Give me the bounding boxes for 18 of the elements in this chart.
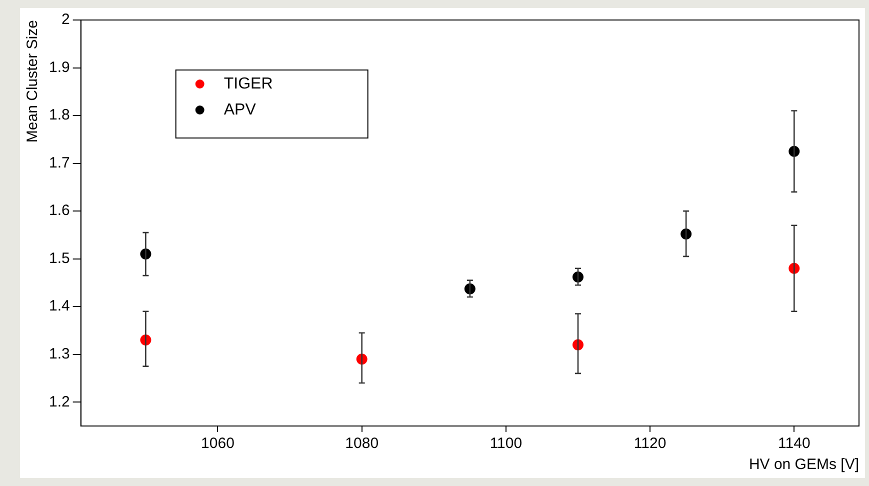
x-tick-label: 1140 bbox=[778, 435, 810, 452]
y-tick-label: 1.6 bbox=[48, 202, 70, 220]
y-axis-title: Mean Cluster Size bbox=[24, 20, 42, 143]
y-tick-label: 1.7 bbox=[48, 154, 70, 172]
y-tick-label: 2 bbox=[62, 11, 70, 28]
x-tick-label: 1060 bbox=[201, 435, 234, 452]
y-tick-label: 1.4 bbox=[48, 298, 70, 315]
y-tick-label: 1.2 bbox=[48, 393, 70, 410]
x-axis-title: HV on GEMs [V] bbox=[748, 456, 859, 474]
x-tick-label: 1100 bbox=[490, 435, 522, 452]
legend-label: APV bbox=[224, 101, 256, 118]
y-tick-label: 1.3 bbox=[48, 345, 70, 362]
y-tick-label: 1.5 bbox=[48, 250, 70, 267]
y-tick-label: 1.8 bbox=[48, 106, 70, 124]
y-tick-label: 1.9 bbox=[48, 58, 70, 76]
legend-label: TIGER bbox=[224, 75, 273, 92]
x-tick-label: 1080 bbox=[345, 435, 379, 452]
x-tick-label: 1120 bbox=[634, 435, 666, 452]
